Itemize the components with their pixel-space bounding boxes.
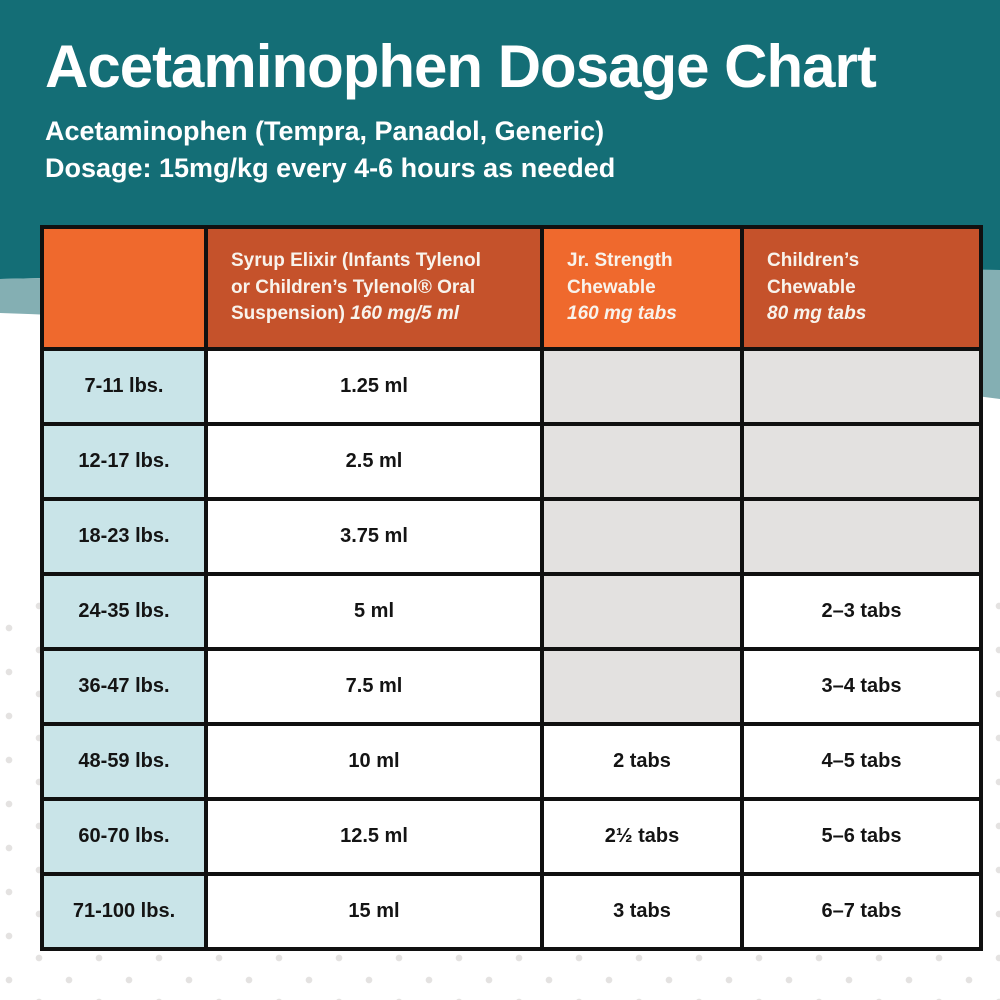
syrup-dose-cell: 15 ml (204, 872, 544, 951)
weight-label: 71-100 lbs. (40, 872, 208, 951)
weight-label: 7-11 lbs. (40, 347, 208, 426)
table-row: 24-35 lbs. 5 ml 2–3 tabs (40, 572, 983, 651)
syrup-dose-cell: 12.5 ml (204, 797, 544, 876)
column-header-syrup: Syrup Elixir (Infants Tylenol or Childre… (204, 225, 544, 351)
table-body: 7-11 lbs. 1.25 ml 12-17 lbs. 2.5 ml 18-2… (40, 347, 983, 951)
column-header-jr-strength-strength: 160 mg tabs (567, 303, 677, 325)
subtitle-brands: Acetaminophen (Tempra, Panadol, Generic) (45, 116, 605, 146)
table-row: 7-11 lbs. 1.25 ml (40, 347, 983, 426)
subtitle-dosage: Dosage: 15mg/kg every 4-6 hours as neede… (45, 153, 616, 183)
jr-strength-dose-cell: 3 tabs (540, 872, 744, 951)
table-header: Syrup Elixir (Infants Tylenol or Childre… (40, 225, 983, 351)
childrens-dose-cell (740, 422, 983, 501)
weight-label: 24-35 lbs. (40, 572, 208, 651)
table-row: 12-17 lbs. 2.5 ml (40, 422, 983, 501)
syrup-dose-cell: 5 ml (204, 572, 544, 651)
jr-strength-dose-cell (540, 647, 744, 726)
childrens-dose-cell (740, 347, 983, 426)
childrens-dose-cell: 3–4 tabs (740, 647, 983, 726)
dosage-table: Syrup Elixir (Infants Tylenol or Childre… (40, 225, 983, 951)
jr-strength-dose-cell: 2½ tabs (540, 797, 744, 876)
jr-strength-dose-cell (540, 422, 744, 501)
column-header-childrens-strength: 80 mg tabs (767, 303, 867, 325)
childrens-dose-cell: 4–5 tabs (740, 722, 983, 801)
column-header-jr-strength: Jr. Strength Chewable 160 mg tabs (540, 225, 744, 351)
childrens-dose-cell (740, 497, 983, 576)
childrens-dose-cell: 5–6 tabs (740, 797, 983, 876)
column-header-childrens: Children’s Chewable 80 mg tabs (740, 225, 983, 351)
column-header-childrens-label: Children’s Chewable (767, 250, 860, 298)
page-title: Acetaminophen Dosage Chart (45, 33, 877, 100)
column-header-syrup-label: Syrup Elixir (Infants Tylenol or Childre… (231, 250, 481, 325)
header-row: Syrup Elixir (Infants Tylenol or Childre… (40, 225, 983, 351)
weight-label: 36-47 lbs. (40, 647, 208, 726)
header-block: Acetaminophen Dosage Chart Acetaminophen… (45, 33, 877, 187)
childrens-dose-cell: 6–7 tabs (740, 872, 983, 951)
jr-strength-dose-cell: 2 tabs (540, 722, 744, 801)
column-header-syrup-strength: 160 mg/5 ml (350, 303, 460, 325)
weight-label: 18-23 lbs. (40, 497, 208, 576)
childrens-dose-cell: 2–3 tabs (740, 572, 983, 651)
table-row: 60-70 lbs. 12.5 ml 2½ tabs 5–6 tabs (40, 797, 983, 876)
weight-label: 60-70 lbs. (40, 797, 208, 876)
syrup-dose-cell: 1.25 ml (204, 347, 544, 426)
table-row: 36-47 lbs. 7.5 ml 3–4 tabs (40, 647, 983, 726)
column-header-jr-strength-label: Jr. Strength Chewable (567, 250, 673, 298)
jr-strength-dose-cell (540, 347, 744, 426)
syrup-dose-cell: 3.75 ml (204, 497, 544, 576)
weight-label: 48-59 lbs. (40, 722, 208, 801)
syrup-dose-cell: 7.5 ml (204, 647, 544, 726)
table-row: 71-100 lbs. 15 ml 3 tabs 6–7 tabs (40, 872, 983, 951)
syrup-dose-cell: 10 ml (204, 722, 544, 801)
table-row: 48-59 lbs. 10 ml 2 tabs 4–5 tabs (40, 722, 983, 801)
corner-header-cell (40, 225, 208, 351)
syrup-dose-cell: 2.5 ml (204, 422, 544, 501)
weight-label: 12-17 lbs. (40, 422, 208, 501)
jr-strength-dose-cell (540, 572, 744, 651)
table-row: 18-23 lbs. 3.75 ml (40, 497, 983, 576)
jr-strength-dose-cell (540, 497, 744, 576)
